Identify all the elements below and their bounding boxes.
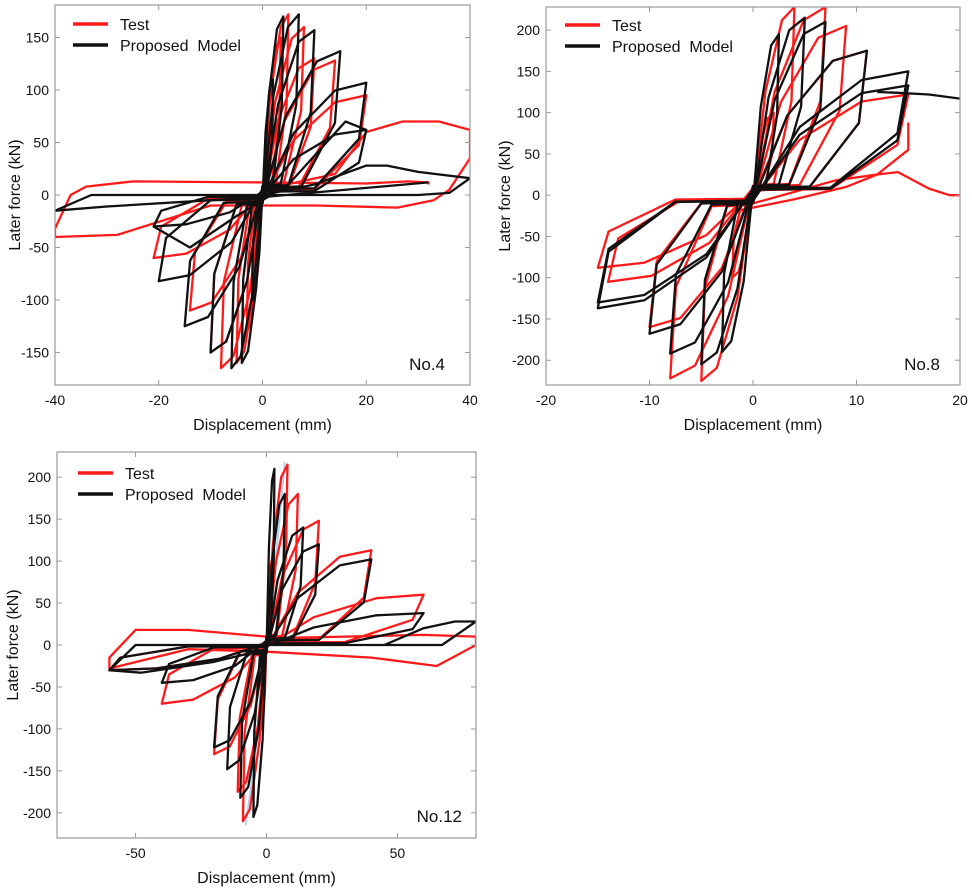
y-tick-label: 100 — [517, 105, 541, 121]
series-test-curve — [55, 120, 470, 239]
legend-label: Proposed Model — [120, 38, 241, 55]
series-proposed-model — [108, 467, 476, 819]
y-tick-label: -100 — [23, 721, 51, 737]
x-tick-label: -20 — [149, 392, 169, 408]
legend: Test Proposed Model — [565, 18, 733, 56]
plot-area — [55, 13, 470, 370]
x-tick-label: -50 — [125, 845, 145, 861]
legend: Test Proposed Model — [78, 466, 246, 504]
y-tick-label: 200 — [28, 469, 52, 485]
y-tick-label: 50 — [35, 595, 51, 611]
y-tick-label: 100 — [26, 82, 50, 98]
series-proposed-model-curve — [183, 50, 342, 328]
y-tick-label: 0 — [532, 187, 540, 203]
legend-label: Proposed Model — [612, 39, 733, 56]
plot-area — [596, 7, 960, 383]
series-proposed-model-curve — [877, 90, 960, 100]
y-tick-label: 200 — [517, 22, 541, 38]
y-tick-label: 50 — [524, 146, 540, 162]
x-tick-label: 0 — [263, 845, 271, 861]
legend: Test Proposed Model — [73, 17, 241, 55]
x-tick-label: -10 — [639, 392, 659, 408]
series-proposed-model — [596, 16, 960, 366]
x-tick-label: 0 — [749, 392, 757, 408]
series-proposed-model-curve — [160, 558, 373, 684]
panel-label: No.12 — [417, 807, 462, 826]
series-proposed-model-curve — [108, 620, 476, 674]
x-tick-label: 10 — [849, 392, 865, 408]
legend-label: Test — [125, 466, 155, 483]
legend-label: Proposed Model — [125, 487, 246, 504]
plot-area — [108, 462, 476, 826]
x-tick-label: -40 — [45, 392, 65, 408]
x-tick-label: 20 — [358, 392, 374, 408]
y-tick-label: 50 — [33, 135, 49, 151]
series-proposed-model-curve — [55, 164, 470, 212]
y-tick-label: -150 — [23, 763, 51, 779]
panel-label: No.4 — [409, 355, 445, 374]
y-tick-label: 0 — [41, 187, 49, 203]
y-tick-label: 150 — [517, 63, 541, 79]
y-tick-label: -150 — [512, 311, 540, 327]
chart-panel-1: -40 -20 0 20 40 -150 -100 -50 0 50 100 150 Displacem… — [7, 4, 478, 434]
series-proposed-model-curve — [108, 611, 425, 672]
panel-label: No.8 — [904, 355, 940, 374]
y-tick-label: 0 — [43, 637, 51, 653]
series-proposed-model-curve — [239, 492, 286, 799]
x-tick-label: -20 — [536, 392, 556, 408]
y-tick-label: -50 — [31, 679, 51, 695]
x-axis-label: Displacement (mm) — [684, 417, 823, 434]
series-test-curve — [752, 170, 960, 205]
y-axis-label: Later force (kN) — [497, 140, 514, 251]
chart-panel-2: -20 -10 0 10 20-200-150-100-50050100150200Di… — [497, 6, 968, 434]
x-tick-label: 0 — [259, 392, 267, 408]
y-tick-label: 150 — [26, 30, 50, 46]
x-tick-label: 40 — [462, 392, 478, 408]
y-tick-label: -200 — [512, 352, 540, 368]
y-tick-label: -50 — [520, 228, 540, 244]
series-proposed-model-curve — [157, 81, 368, 283]
legend-label: Test — [120, 17, 150, 34]
series-proposed-model — [55, 13, 470, 370]
y-tick-label: 150 — [28, 511, 52, 527]
y-tick-label: 100 — [28, 553, 52, 569]
x-tick-label: 50 — [390, 845, 406, 861]
series-test-curve — [108, 628, 476, 670]
y-axis-label: Later force (kN) — [7, 139, 24, 250]
series-test-curve — [732, 122, 910, 213]
series-proposed-model-curve — [153, 120, 367, 249]
series-proposed-model-curve — [596, 84, 910, 304]
x-axis-label: Displacement (mm) — [193, 417, 332, 434]
y-tick-label: -100 — [21, 292, 49, 308]
y-tick-label: -150 — [21, 344, 49, 360]
x-axis-label: Displacement (mm) — [197, 870, 336, 887]
y-tick-label: -200 — [23, 805, 51, 821]
chart-panel-3: -50 0 50 -200 -150 -100 -50 0 50 100 150 200 Displac… — [5, 451, 477, 887]
y-tick-label: -100 — [512, 270, 540, 286]
legend-label: Test — [612, 18, 642, 35]
x-tick-label: 20 — [952, 392, 968, 408]
y-axis-label: Later force (kN) — [5, 589, 22, 700]
y-tick-label: -50 — [29, 239, 49, 255]
